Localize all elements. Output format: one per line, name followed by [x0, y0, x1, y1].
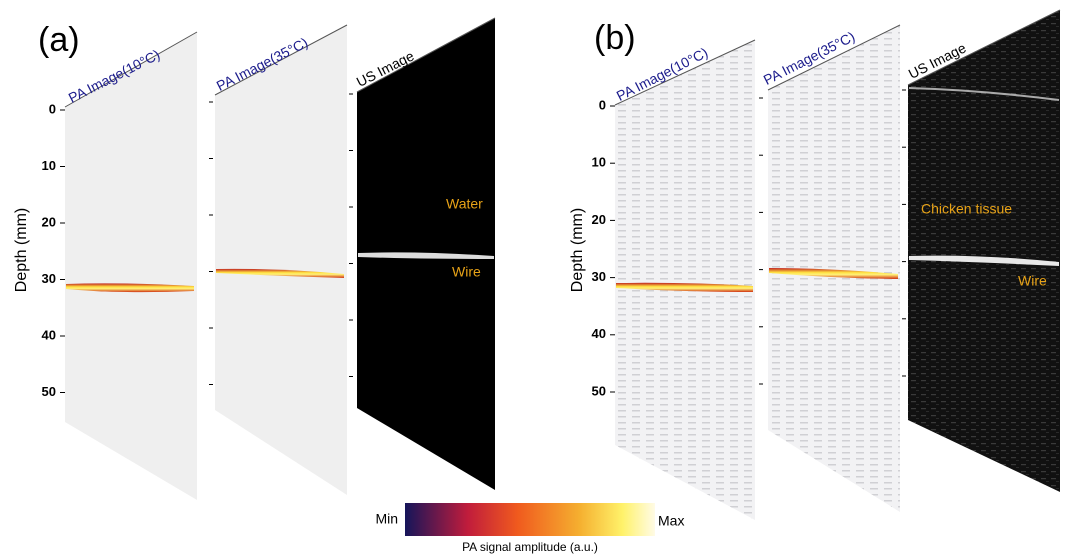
- colorbar-caption: PA signal amplitude (a.u.): [462, 540, 598, 554]
- slant-line: [767, 24, 901, 91]
- wire-signal: [769, 268, 898, 279]
- axis-label: Depth (mm): [569, 208, 586, 292]
- pa-image: [768, 25, 900, 512]
- colorbar-min: Min: [375, 511, 398, 527]
- wire-signal: [616, 282, 753, 292]
- slant-line: [64, 31, 198, 108]
- tick-label: 40: [592, 326, 606, 341]
- pa-image: [215, 25, 347, 495]
- annotation: Wire: [452, 264, 481, 280]
- tick-label: 30: [592, 269, 606, 284]
- tick-label: 50: [592, 383, 606, 398]
- tick-label: 30: [42, 271, 56, 286]
- annotation: Water: [446, 196, 483, 212]
- wire-echo: [909, 255, 1059, 266]
- tick-label: 20: [592, 212, 606, 227]
- annotation: Chicken tissue: [921, 201, 1012, 217]
- slant-line: [614, 39, 756, 106]
- tissue-surface: [908, 87, 1060, 101]
- tick-label: 0: [599, 97, 606, 112]
- tick-label: 40: [42, 327, 56, 342]
- wire-signal: [216, 268, 344, 278]
- wire-signal: [66, 283, 194, 293]
- colorbar: [405, 503, 655, 536]
- annotation: Wire: [1018, 273, 1047, 289]
- tick-label: 10: [592, 155, 606, 170]
- tick-label: 10: [42, 158, 56, 173]
- slant-line: [907, 9, 1061, 86]
- wire-echo: [358, 252, 494, 259]
- us-image: [908, 10, 1060, 492]
- tick-label: 50: [42, 384, 56, 399]
- panel-label: (b): [594, 19, 636, 57]
- pa-image: [615, 40, 755, 520]
- axis-label: Depth (mm): [13, 208, 30, 292]
- tick-label: 0: [49, 101, 56, 116]
- panel-label: (a): [38, 21, 80, 59]
- colorbar-max: Max: [658, 513, 684, 529]
- image-layout: [64, 9, 1061, 536]
- slant-line: [356, 17, 496, 93]
- tick-label: 20: [42, 214, 56, 229]
- slant-line: [214, 24, 348, 96]
- pa-image: [65, 32, 197, 500]
